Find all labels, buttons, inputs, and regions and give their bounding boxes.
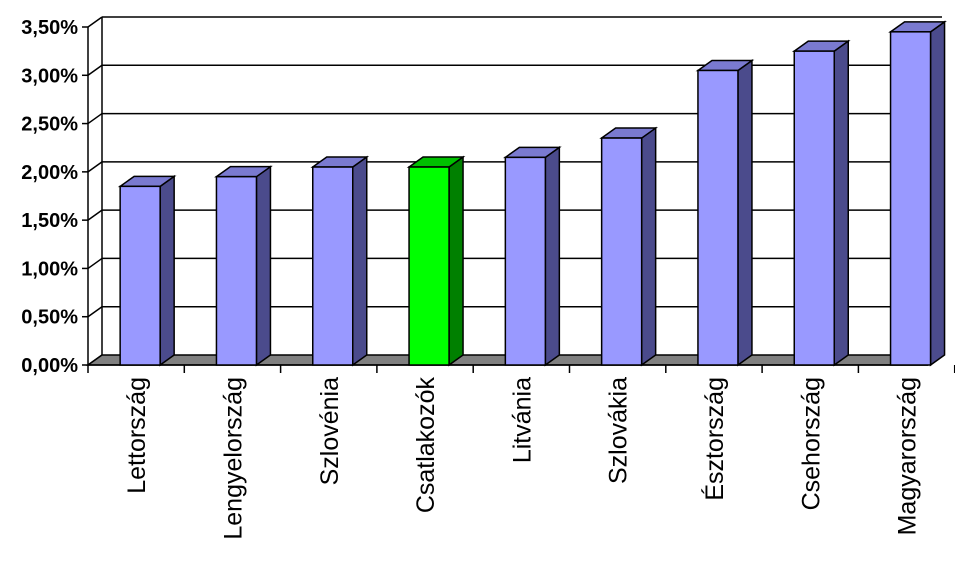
- bar: [695, 58, 755, 367]
- y-tick-label: 0,00%: [21, 355, 78, 377]
- bar-front: [504, 156, 547, 366]
- bar-side: [448, 155, 464, 367]
- x-tick-label: Magyarország: [894, 377, 922, 535]
- bar-side: [929, 20, 946, 367]
- y-tick-label: 3,00%: [21, 65, 78, 87]
- bar: [791, 39, 851, 367]
- bar-side: [833, 39, 849, 367]
- side-wall-gridline: [87, 257, 103, 270]
- bar-front: [215, 175, 258, 366]
- bar-front: [600, 137, 643, 366]
- bars: [117, 20, 947, 367]
- bar: [406, 155, 466, 367]
- y-tick-label: 2,00%: [21, 162, 78, 184]
- x-tick-label: Csehország: [797, 377, 825, 510]
- bar-side: [255, 165, 272, 367]
- bar-side: [737, 58, 753, 367]
- bar: [503, 145, 562, 367]
- y-tick-label: 1,50%: [21, 210, 78, 232]
- side-wall-gridline: [87, 306, 103, 318]
- bar: [599, 126, 658, 367]
- x-tick-label: Szlovákia: [605, 377, 633, 484]
- bar-side: [640, 126, 657, 367]
- bar-front: [793, 50, 835, 366]
- bar-front: [889, 31, 932, 366]
- x-tick-label: Lengyelország: [219, 377, 247, 540]
- bar: [214, 165, 273, 367]
- bar: [888, 20, 947, 367]
- bar-front: [408, 166, 450, 366]
- x-tick-label: Lettország: [123, 377, 151, 494]
- y-tick-labels: 0,00% 0,50% 1,00% 1,50% 2,00% 2,50% 3,00% 3,50%: [21, 17, 78, 377]
- side-wall-gridline: [87, 64, 103, 76]
- bar-front: [697, 69, 739, 366]
- side-wall-gridline: [87, 16, 103, 28]
- x-tick-label: Szlovénia: [316, 377, 344, 485]
- bar: [117, 174, 177, 367]
- bar-front: [312, 166, 354, 366]
- x-tick-label: Litvánia: [508, 377, 536, 463]
- y-tick-label: 3,50%: [21, 17, 78, 39]
- bar-side: [352, 155, 368, 367]
- side-wall-gridline: [87, 161, 103, 173]
- x-tick-label: Észtország: [700, 377, 729, 501]
- y-tick-label: 0,50%: [21, 307, 78, 329]
- x-tick-label: Csatlakozók: [412, 377, 440, 514]
- side-wall-gridline: [87, 112, 103, 125]
- bar: [310, 155, 370, 367]
- bar-side: [544, 145, 561, 367]
- y-tick-label: 2,50%: [21, 114, 78, 136]
- side-wall-gridline: [87, 209, 103, 221]
- x-tick-labels: Lettország Lengyelország Szlovénia Csatlako…: [123, 377, 921, 540]
- y-tick-label: 1,00%: [21, 258, 78, 280]
- bar-front: [119, 185, 161, 366]
- bar-side: [159, 174, 175, 367]
